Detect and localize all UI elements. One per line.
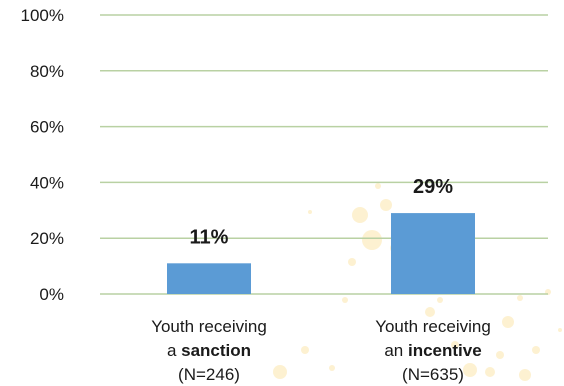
y-tick-label: 20% [30,229,64,248]
x-axis-categories: Youth receiving a sanction (N=246) Youth re… [151,317,491,384]
data-label: 29% [413,176,453,198]
decor-dot [380,199,392,211]
y-tick-label: 0% [39,285,64,304]
decor-dot [352,207,368,223]
y-tick-label: 100% [21,6,64,25]
data-labels: 11% 29% [190,176,454,248]
decor-dot [342,297,348,303]
decor-dot [532,346,540,354]
x-category-label: Youth receiving a sanction (N=246) [151,317,267,384]
bar [391,213,475,294]
decor-dot [308,210,312,214]
decor-dot [517,295,523,301]
y-axis-ticks: 0% 20% 40% 60% 80% 100% [21,6,64,304]
y-tick-label: 40% [30,173,64,192]
decor-dot [362,230,382,250]
decor-dot [463,363,477,377]
decor-dot [348,258,356,266]
decor-dot [558,328,562,332]
decor-dot [375,183,381,189]
decor-dot [451,341,459,349]
bars [167,213,475,294]
x-category-label: Youth receiving an incentive (N=635) [375,317,491,384]
decor-dot [273,365,287,379]
data-label: 11% [190,226,229,248]
decor-dot [329,365,335,371]
decor-dot [519,369,531,381]
bar [167,263,251,294]
decor-dot [485,367,495,377]
decor-dot [502,316,514,328]
decor-dot [437,297,443,303]
gridlines [100,14,548,295]
y-tick-label: 80% [30,62,64,81]
decor-dot [496,351,504,359]
decor-dot [301,346,309,354]
decor-dot [425,307,435,317]
y-tick-label: 60% [30,118,64,137]
